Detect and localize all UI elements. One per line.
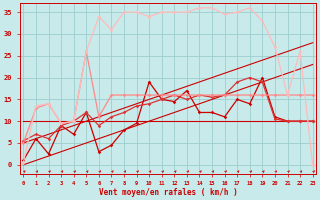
X-axis label: Vent moyen/en rafales ( km/h ): Vent moyen/en rafales ( km/h ): [99, 188, 237, 197]
